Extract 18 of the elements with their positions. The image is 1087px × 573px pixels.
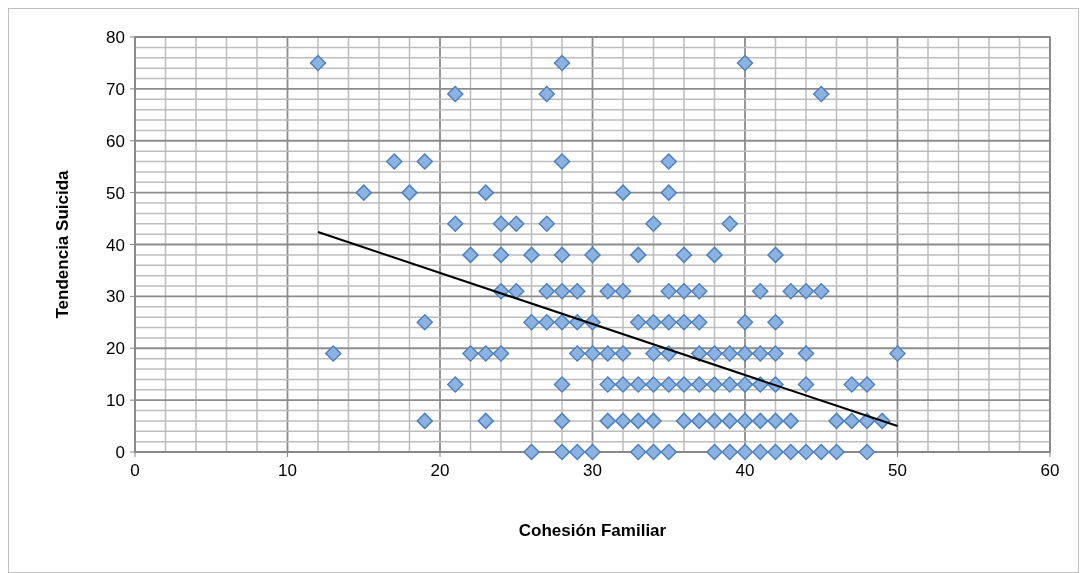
y-tick-label: 60 — [106, 131, 125, 151]
x-tick-label: 40 — [735, 461, 755, 480]
y-tick-label: 20 — [106, 339, 125, 359]
y-tick-label: 30 — [106, 287, 125, 307]
x-tick-label: 30 — [583, 461, 602, 480]
y-tick-label: 40 — [106, 235, 125, 255]
y-tick-label: 0 — [115, 443, 125, 462]
x-axis-title: Cohesión Familiar — [518, 521, 667, 540]
y-tick-label: 50 — [106, 183, 125, 203]
y-tick-label: 80 — [106, 28, 125, 47]
x-tick-label: 20 — [430, 461, 450, 480]
y-axis-title: Tendencia Suicida — [53, 169, 72, 319]
x-tick-label: 60 — [1040, 461, 1060, 480]
x-tick-label: 0 — [130, 461, 140, 480]
x-tick-label: 10 — [278, 461, 297, 480]
y-tick-label: 10 — [106, 391, 125, 411]
x-tick-label: 50 — [888, 461, 907, 480]
y-tick-label: 70 — [106, 79, 125, 99]
